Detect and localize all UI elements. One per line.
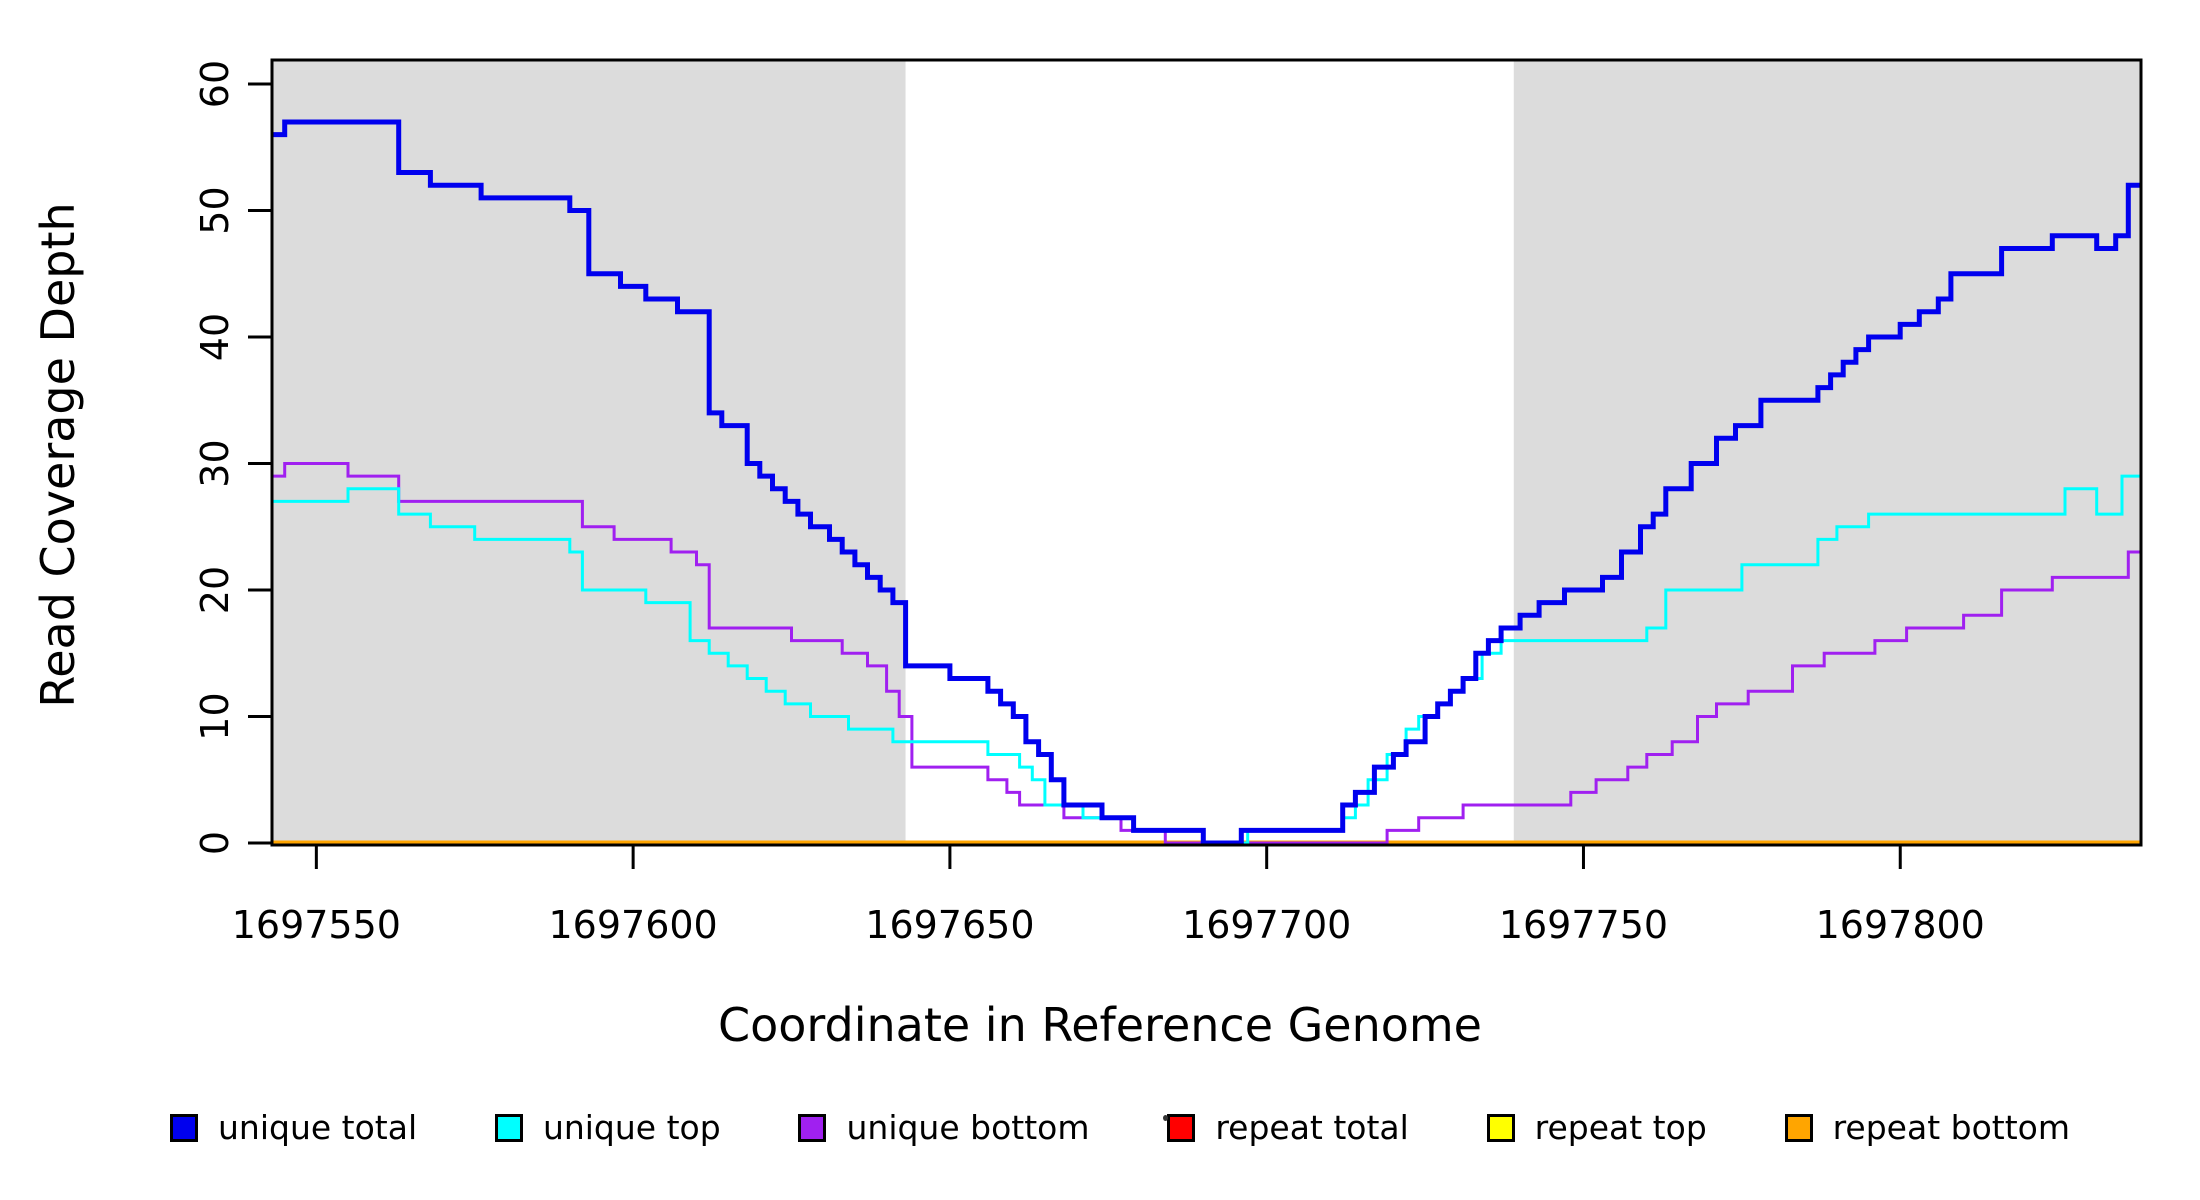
legend-item-repeat-total: repeat total xyxy=(1167,1108,1409,1147)
legend-label: unique bottom xyxy=(846,1108,1090,1147)
legend: unique total unique top unique bottom repea… xyxy=(170,1108,2070,1147)
legend-item-unique-total: unique total xyxy=(170,1108,417,1147)
y-tick-label: 0 xyxy=(193,831,237,855)
y-tick-label: 20 xyxy=(193,566,237,614)
legend-swatch-icon xyxy=(798,1113,827,1142)
legend-item-repeat-bottom: repeat bottom xyxy=(1784,1108,2070,1147)
legend-label: repeat bottom xyxy=(1832,1108,2070,1147)
x-tick-label: 1697700 xyxy=(1182,903,1351,947)
x-tick-label: 1697550 xyxy=(232,903,401,947)
y-tick-label: 10 xyxy=(193,692,237,740)
legend-swatch-icon xyxy=(494,1113,523,1142)
x-tick-label: 1697600 xyxy=(549,903,718,947)
legend-label: unique total xyxy=(218,1108,418,1147)
y-tick-label: 40 xyxy=(193,313,237,361)
stray-dot xyxy=(1163,1115,1168,1121)
x-axis-title: Coordinate in Reference Genome xyxy=(718,998,1482,1052)
legend-swatch-icon xyxy=(1784,1113,1813,1142)
legend-item-unique-top: unique top xyxy=(494,1108,721,1147)
y-tick-label: 50 xyxy=(193,186,237,234)
x-tick-label: 1697800 xyxy=(1816,903,1985,947)
legend-swatch-icon xyxy=(170,1113,198,1142)
shaded-region xyxy=(1513,60,2141,845)
legend-swatch-icon xyxy=(1167,1113,1196,1142)
y-axis-title: Read Coverage Depth xyxy=(31,202,85,708)
y-tick-label: 30 xyxy=(193,439,237,487)
legend-label: repeat total xyxy=(1215,1108,1409,1147)
legend-item-repeat-top: repeat top xyxy=(1486,1108,1707,1147)
series-unique-total xyxy=(272,119,2141,846)
plot-border xyxy=(270,58,2143,847)
legend-label: repeat top xyxy=(1534,1108,1707,1147)
shaded-region xyxy=(272,60,906,845)
y-tick-label: 60 xyxy=(193,60,237,108)
legend-label: unique top xyxy=(542,1108,721,1147)
x-tick-label: 1697650 xyxy=(865,903,1034,947)
legend-item-unique-bottom: unique bottom xyxy=(798,1108,1090,1147)
x-tick-label: 1697750 xyxy=(1499,903,1668,947)
series-unique-bottom xyxy=(272,462,2141,845)
legend-swatch-icon xyxy=(1486,1113,1515,1142)
